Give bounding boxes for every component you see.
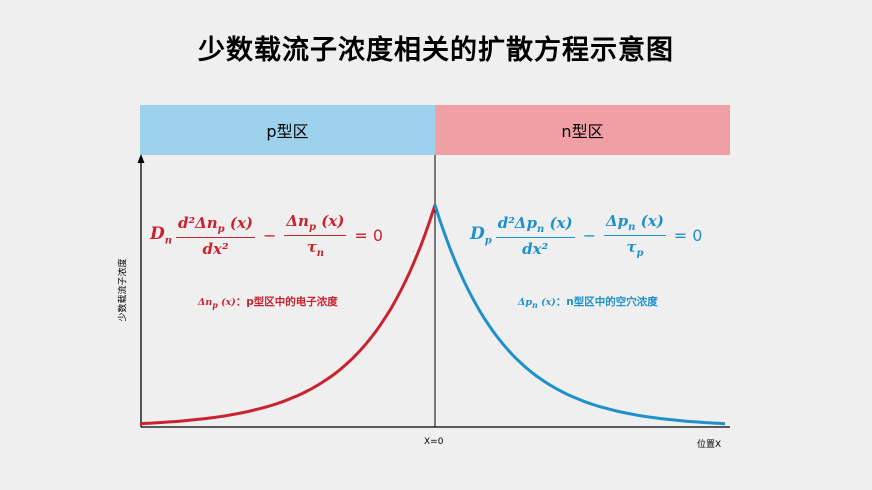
n-region-label: n型区 bbox=[561, 122, 604, 141]
y-axis-label: 少数载流子浓度 bbox=[118, 258, 129, 322]
p-region-label: p型区 bbox=[266, 122, 309, 141]
electron-concentration-curve bbox=[139, 204, 437, 426]
hole-concentration-curve bbox=[433, 204, 726, 426]
electron-concentration-note: Δnp (x)：p型区中的电子浓度 bbox=[198, 296, 338, 310]
hole-concentration-note: Δpn (x)：n型区中的空穴浓度 bbox=[518, 296, 658, 310]
x-axis-end-label: 位置X bbox=[697, 440, 722, 450]
page-title: 少数载流子浓度相关的扩散方程示意图 bbox=[198, 35, 674, 66]
x-origin-label: X=0 bbox=[424, 437, 444, 447]
n-region-band: n型区 bbox=[435, 105, 730, 155]
electron-diffusion-equation: Dn d²Δnp (x) dx² − Δnp (x) τn = 0 bbox=[150, 212, 384, 259]
hole-diffusion-equation: Dp d²Δpn (x) dx² − Δpn (x) τp = 0 bbox=[470, 212, 703, 259]
y-axis-arrow bbox=[137, 154, 145, 163]
p-region-band: p型区 bbox=[140, 105, 435, 155]
